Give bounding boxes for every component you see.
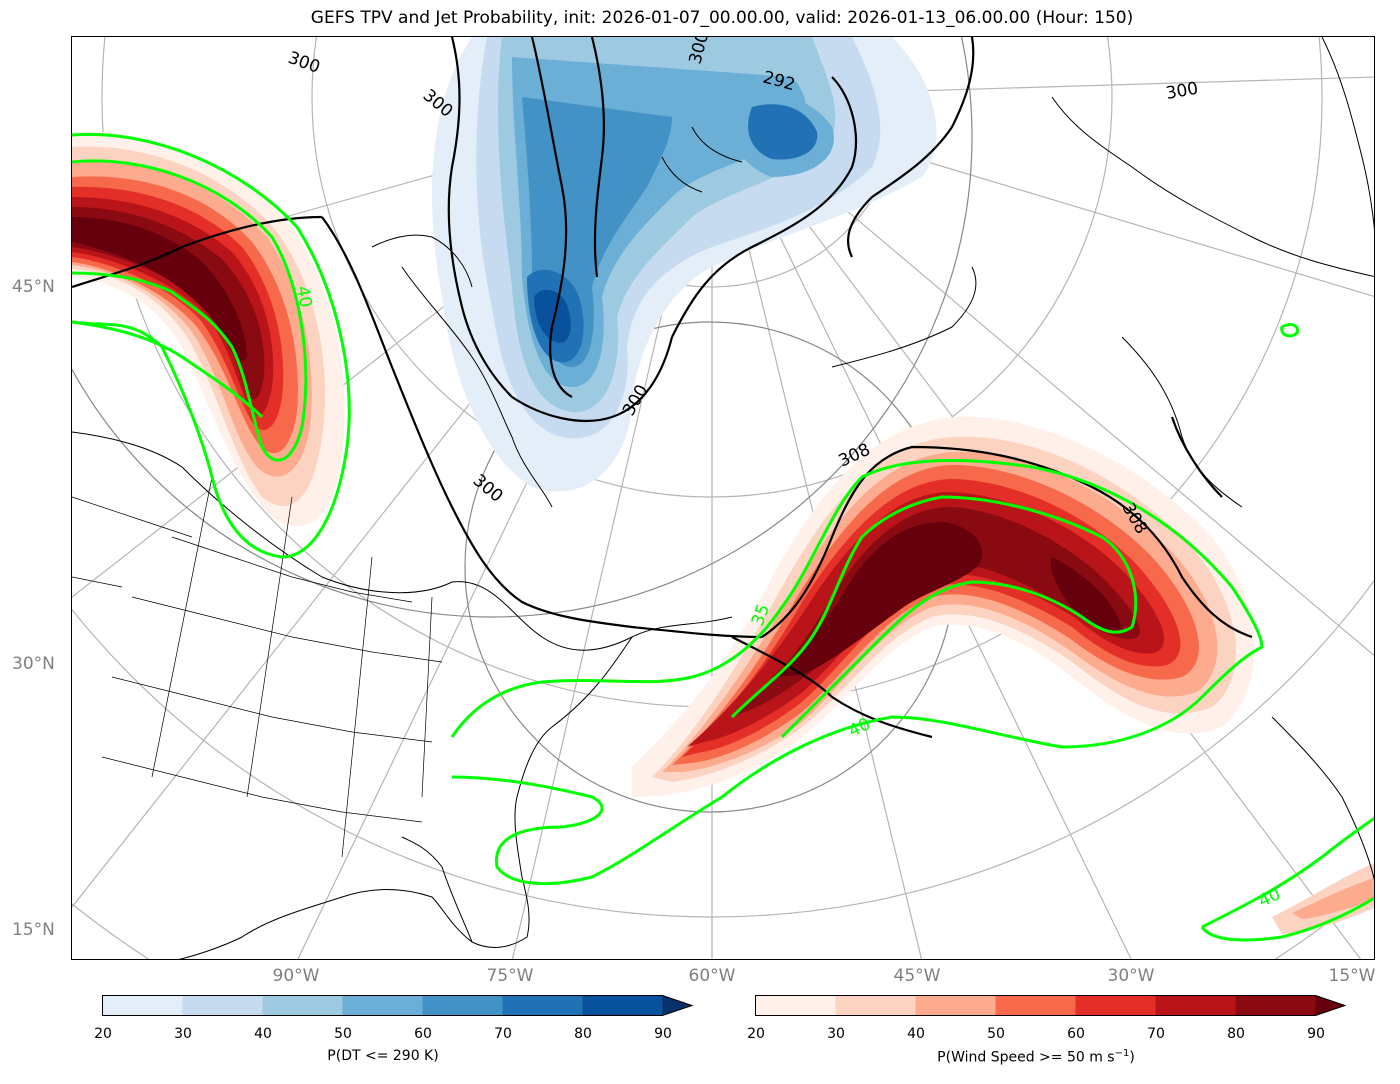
reference-circle-west: [72, 37, 973, 618]
colorbar-label: P(Wind Speed >= 50 m s−1): [937, 1048, 1135, 1066]
colorbar-segment: [102, 995, 183, 1016]
colorbar-tick: 20: [747, 1026, 765, 1042]
colorbar-tick: 70: [494, 1026, 512, 1042]
colorbar-tick: 30: [827, 1026, 845, 1042]
lon-label-45w: 45°W: [893, 966, 941, 986]
colorbar-extend-arrow: [1315, 995, 1345, 1016]
colorbar-tick: 80: [574, 1026, 592, 1042]
wind-probability-shading-atlantic: [632, 416, 1255, 797]
map-panel[interactable]: 300 300 300 292 300 308 300 308 300 40 4…: [71, 36, 1375, 960]
colorbar-tick: 70: [1147, 1026, 1165, 1042]
colorbar-tick: 90: [654, 1026, 672, 1042]
wind-probability-shading-west: [72, 131, 345, 527]
wind-label: 40: [292, 284, 315, 309]
colorbar-segment: [1075, 995, 1156, 1016]
theta-label: 300: [285, 48, 322, 78]
colorbar-segment: [262, 995, 343, 1016]
colorbar-segment: [422, 995, 503, 1016]
theta-label: 300: [1164, 79, 1199, 104]
figure-title: GEFS TPV and Jet Probability, init: 2026…: [310, 8, 1134, 28]
map-canvas: 300 300 300 292 300 308 300 308 300 40 4…: [72, 37, 1374, 959]
colorbar-extend-arrow: [662, 995, 692, 1016]
colorbar-segment: [342, 995, 423, 1016]
colorbar-segment: [915, 995, 996, 1016]
colorbar-tick: 80: [1227, 1026, 1245, 1042]
theta-contours: [72, 37, 1253, 739]
colorbar-tick: 60: [414, 1026, 432, 1042]
lon-label-90w: 90°W: [272, 966, 320, 986]
colorbar-tick: 40: [907, 1026, 925, 1042]
colorbar-tick: 60: [1067, 1026, 1085, 1042]
colorbar-segment: [182, 995, 263, 1016]
wind-label: 40: [1256, 884, 1284, 911]
lon-label-30w: 30°W: [1107, 966, 1155, 986]
colorbar-segment: [995, 995, 1076, 1016]
colorbar-segment: [755, 995, 836, 1016]
lat-label-30n: 30°N: [12, 654, 55, 674]
colorbar-tick: 90: [1307, 1026, 1325, 1042]
colorbar-segment: [1155, 995, 1236, 1016]
colorbar-tick: 50: [987, 1026, 1005, 1042]
wind-probability-shading-southeast: [1272, 862, 1374, 934]
lon-label-15w: 15°W: [1328, 966, 1376, 986]
colorbar-tick: 40: [254, 1026, 272, 1042]
colorbar-label: P(DT <= 290 K): [327, 1048, 439, 1064]
state-boundaries: [72, 476, 443, 858]
lat-label-45n: 45°N: [12, 277, 55, 297]
dt-probability-shading: [432, 37, 937, 492]
colorbar-tick: 30: [174, 1026, 192, 1042]
colorbar-segment: [1235, 995, 1316, 1016]
colorbar-dt-bar: [102, 995, 694, 1016]
colorbar-segment: [502, 995, 583, 1016]
colorbar-segment: [835, 995, 916, 1016]
colorbar-segment: [582, 995, 663, 1016]
lon-label-75w: 75°W: [486, 966, 534, 986]
coastlines: [72, 37, 1374, 959]
lon-label-60w: 60°W: [688, 966, 736, 986]
colorbar-tick: 20: [94, 1026, 112, 1042]
lat-label-15n: 15°N: [12, 920, 55, 940]
colorbar-tick: 50: [334, 1026, 352, 1042]
colorbar-wind-bar: [755, 995, 1347, 1016]
wind-contours: [72, 132, 1374, 942]
